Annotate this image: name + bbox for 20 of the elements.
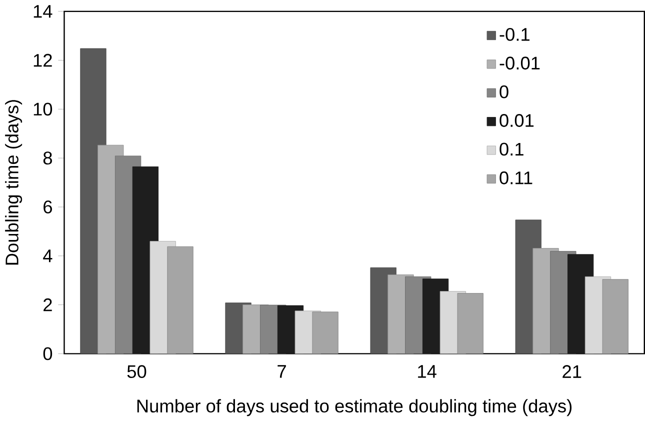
y-tick-label: 14	[34, 4, 52, 18]
y-tick-label: 6	[44, 200, 52, 214]
x-axis-title: Number of days used to estimate doubling time (days)	[137, 399, 572, 416]
y-tick-label: 0	[43, 347, 52, 360]
y-tick-label: 4	[43, 250, 52, 262]
y-tick-label: 8	[43, 152, 52, 164]
legend-label: 0.1	[500, 142, 524, 156]
x-tick-label: 21	[562, 365, 582, 378]
legend-label: 0.11	[500, 171, 532, 184]
legend-label: -0.01	[500, 56, 540, 70]
legend-label: 0	[500, 85, 508, 98]
y-tick-label: 12	[34, 54, 52, 67]
legend-label: 0.01	[500, 114, 534, 127]
x-tick-label: 7	[278, 365, 286, 378]
y-axis-title: Doubling time (days)	[5, 100, 22, 265]
y-tick-label: 2	[44, 298, 52, 312]
x-tick-label: 14	[418, 365, 436, 378]
legend-label: -0.1	[500, 28, 530, 41]
y-tick-label: 10	[34, 102, 52, 116]
x-tick-label: 50	[127, 365, 146, 378]
